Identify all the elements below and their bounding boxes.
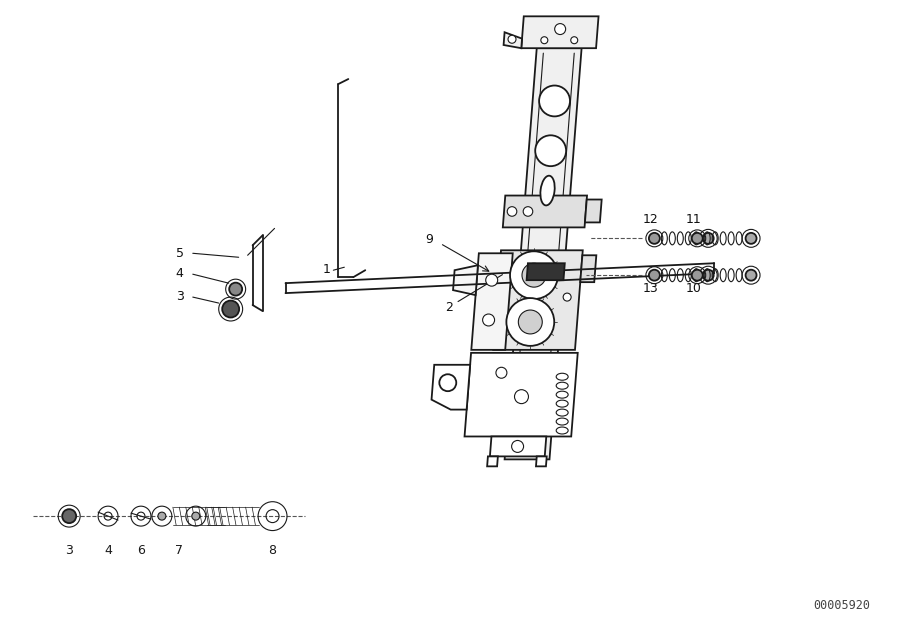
Text: 1: 1 xyxy=(322,263,330,276)
Circle shape xyxy=(745,270,757,281)
Circle shape xyxy=(539,86,570,116)
Circle shape xyxy=(523,206,533,217)
Circle shape xyxy=(507,298,554,346)
Polygon shape xyxy=(453,265,478,295)
Circle shape xyxy=(62,509,77,523)
Polygon shape xyxy=(504,32,522,48)
Circle shape xyxy=(486,274,498,286)
Polygon shape xyxy=(464,353,578,436)
Text: 11: 11 xyxy=(686,213,701,227)
Circle shape xyxy=(518,310,543,334)
Circle shape xyxy=(692,233,703,244)
Ellipse shape xyxy=(556,427,568,434)
Text: 13: 13 xyxy=(643,282,658,295)
Circle shape xyxy=(692,270,703,281)
Circle shape xyxy=(192,512,200,520)
Circle shape xyxy=(536,135,566,166)
Polygon shape xyxy=(521,17,598,48)
Polygon shape xyxy=(585,199,602,222)
Text: 9: 9 xyxy=(425,233,433,246)
Polygon shape xyxy=(526,264,565,280)
Circle shape xyxy=(482,314,495,326)
Circle shape xyxy=(649,270,660,281)
Text: 00005920: 00005920 xyxy=(814,599,870,612)
Text: 12: 12 xyxy=(643,213,658,227)
Polygon shape xyxy=(487,457,498,466)
Polygon shape xyxy=(490,436,546,457)
Text: 3: 3 xyxy=(65,544,73,557)
Circle shape xyxy=(649,233,660,244)
Circle shape xyxy=(508,206,517,217)
Circle shape xyxy=(571,37,578,44)
Circle shape xyxy=(508,36,516,43)
Ellipse shape xyxy=(540,176,554,205)
Text: 8: 8 xyxy=(268,544,276,557)
Circle shape xyxy=(511,441,524,452)
Circle shape xyxy=(510,251,558,299)
Ellipse shape xyxy=(556,418,568,425)
Polygon shape xyxy=(505,48,581,459)
Circle shape xyxy=(745,233,757,244)
Polygon shape xyxy=(431,364,470,410)
Text: 4: 4 xyxy=(176,267,184,280)
Circle shape xyxy=(554,23,565,34)
Circle shape xyxy=(158,512,166,520)
Text: 5: 5 xyxy=(176,247,184,260)
Circle shape xyxy=(222,300,239,318)
Circle shape xyxy=(703,233,714,244)
Polygon shape xyxy=(472,253,513,350)
Ellipse shape xyxy=(556,409,568,416)
Text: 2: 2 xyxy=(445,274,502,314)
Circle shape xyxy=(515,390,528,404)
Ellipse shape xyxy=(556,391,568,398)
Circle shape xyxy=(703,270,714,281)
Text: 6: 6 xyxy=(137,544,145,557)
Ellipse shape xyxy=(556,373,568,380)
Text: 3: 3 xyxy=(176,290,184,303)
Ellipse shape xyxy=(556,400,568,407)
Polygon shape xyxy=(503,196,587,227)
Circle shape xyxy=(496,367,507,378)
Polygon shape xyxy=(536,457,546,466)
Polygon shape xyxy=(493,250,583,350)
Circle shape xyxy=(522,264,546,287)
Circle shape xyxy=(230,283,242,296)
Circle shape xyxy=(563,293,572,301)
Text: 7: 7 xyxy=(175,544,183,557)
Polygon shape xyxy=(580,255,597,282)
Text: 4: 4 xyxy=(104,544,112,557)
Circle shape xyxy=(541,37,548,44)
Circle shape xyxy=(439,374,456,391)
Text: 10: 10 xyxy=(685,282,701,295)
Ellipse shape xyxy=(556,382,568,389)
